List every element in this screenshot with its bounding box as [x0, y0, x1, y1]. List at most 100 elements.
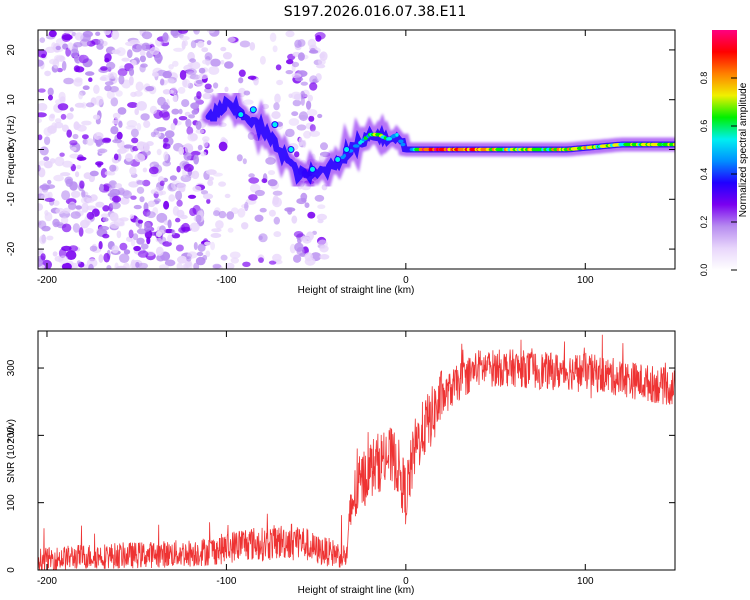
spectrogram-noise-blob: [123, 249, 131, 255]
spectrogram-noise-blob: [70, 211, 81, 219]
spectrogram-xtick-label: -200: [37, 275, 57, 286]
spectrogram-noise-blob: [167, 234, 173, 243]
spectrogram-noise-blob: [38, 258, 43, 268]
spectrogram-noise-blob: [75, 205, 82, 210]
spectrogram-noise-blob: [128, 181, 139, 188]
spectrogram-noise-blob: [211, 228, 222, 233]
spectrogram-noise-blob: [176, 199, 183, 207]
spectrogram-noise-blob: [254, 214, 264, 222]
spectrogram-noise-blob: [109, 188, 121, 197]
spectrogram-noise-blob: [117, 68, 128, 77]
spectrogram-noise-blob: [131, 59, 137, 66]
spectrogram-noise-blob: [272, 190, 283, 196]
spectrogram-noise-blob: [227, 227, 234, 233]
spectrogram-noise-blob: [69, 153, 80, 159]
spectrogram-noise-blob: [220, 46, 227, 52]
spectrogram-noise-blob: [300, 81, 308, 86]
spectrogram-noise-blob: [188, 114, 196, 119]
snr-series-line: [38, 334, 675, 570]
spectrogram-noise-blob: [242, 158, 247, 165]
spectrogram-noise-blob: [38, 103, 48, 111]
spectrogram-noise-blob: [112, 139, 122, 144]
spectrogram-noise-blob: [183, 264, 188, 269]
spectrogram-noise-blob: [109, 164, 117, 172]
spectrogram-noise-blob: [141, 42, 151, 51]
spectrogram-noise-blob: [106, 90, 115, 100]
spectrogram-noise-blob: [55, 118, 62, 124]
spectrogram-noise-blob: [88, 77, 93, 82]
spectrogram-noise-blob: [103, 30, 112, 36]
spectrogram-noise-blob: [190, 151, 201, 156]
spectrogram-noise-blob: [286, 59, 294, 65]
spectrogram-noise-blob: [66, 129, 72, 138]
spectrogram-noise-blob: [248, 194, 258, 201]
colorbar-tick-label: 0.6: [699, 120, 709, 133]
spectrogram-noise-blob: [224, 193, 231, 199]
spectrogram-noise-blob: [291, 61, 300, 68]
spectrogram-noise-blob: [48, 114, 55, 122]
spectrogram-noise-blob: [110, 97, 119, 107]
spectrogram-noise-blob: [176, 182, 187, 190]
spectrogram-noise-blob: [195, 79, 204, 85]
spectrogram-noise-blob: [186, 255, 192, 262]
spectrogram-xtick-label: -100: [216, 275, 236, 286]
spectrogram-noise-blob: [314, 194, 325, 202]
spectrogram-noise-blob: [158, 190, 164, 196]
chart-title: S197.2026.016.07.38.E11: [284, 4, 467, 20]
spectrogram-noise-blob: [272, 45, 278, 53]
spectrogram-noise-blob: [181, 99, 190, 108]
spectrogram-noise-blob: [142, 149, 151, 156]
spectrogram-noise-blob: [67, 202, 77, 210]
snr-xtick-label: -100: [216, 576, 236, 587]
spectrogram-noise-blob: [43, 160, 53, 169]
spectrogram-noise-blob: [309, 75, 318, 85]
spectrogram-noise-blob: [184, 144, 194, 154]
spectrogram-noise-blob: [39, 146, 49, 156]
spectrogram-noise-blob: [123, 144, 133, 149]
spectrogram-noise-blob: [133, 245, 142, 252]
spectrogram-noise-blob: [38, 187, 43, 195]
spectrogram-noise-blob: [85, 71, 95, 76]
spectrogram-noise-blob: [164, 130, 175, 138]
spectrogram-noise-blob: [104, 81, 114, 86]
snr-ylabel: SNR (10 * v/v): [6, 419, 17, 483]
spectrogram-noise-blob: [63, 77, 74, 85]
spectrogram-noise-blob: [317, 58, 326, 66]
spectrogram-noise-blob: [204, 52, 213, 61]
spectrogram-noise-blob: [272, 253, 282, 262]
spectrogram-noise-blob: [81, 120, 92, 126]
spectrogram-noise-blob: [196, 91, 202, 100]
spectrogram-noise-blob: [259, 207, 267, 213]
spectrogram-noise-blob: [58, 255, 69, 264]
spectrogram-noise-blob: [179, 70, 187, 80]
spectrogram-noise-blob: [129, 39, 141, 45]
spectrogram-noise-blob: [60, 216, 69, 225]
spectrogram-noise-blob: [156, 212, 168, 223]
spectrogram-noise-blob: [59, 152, 65, 157]
spectrogram-noise-blob: [74, 102, 85, 108]
spectrogram-ylabel: Frequency (Hz): [6, 116, 17, 185]
spectrogram-noise-blob: [155, 246, 164, 256]
spectrogram-noise-blob: [195, 214, 202, 223]
spectrogram-noise-blob: [202, 92, 212, 100]
spectrogram-noise-blob: [175, 190, 183, 201]
spectrogram-noise-blob: [100, 66, 108, 71]
spectrogram-noise-blob: [249, 42, 256, 51]
spectrogram-noise-blob: [193, 30, 200, 35]
spectrogram-noise-blob: [61, 190, 71, 201]
spectrogram-noise-blob: [125, 125, 137, 130]
spectrogram-noise-blob: [146, 211, 156, 219]
spectrogram-noise-blob: [76, 123, 81, 129]
spectrogram-noise-blob: [302, 140, 307, 148]
spectrogram-noise-blob: [73, 65, 80, 73]
spectrogram-noise-blob: [191, 170, 200, 180]
spectrogram-noise-blob: [207, 179, 214, 186]
spectrogram-ytick-label: 20: [6, 44, 17, 56]
spectrogram-noise-blob: [309, 124, 316, 132]
spectrogram-noise-blob: [74, 55, 79, 62]
spectrogram-noise-blob: [119, 242, 128, 251]
spectrogram-noise-blob: [189, 74, 201, 80]
spectrogram-noise-blob: [44, 197, 55, 202]
spectrogram-noise-blob: [242, 261, 251, 267]
spectrogram-noise-blob: [298, 111, 309, 122]
